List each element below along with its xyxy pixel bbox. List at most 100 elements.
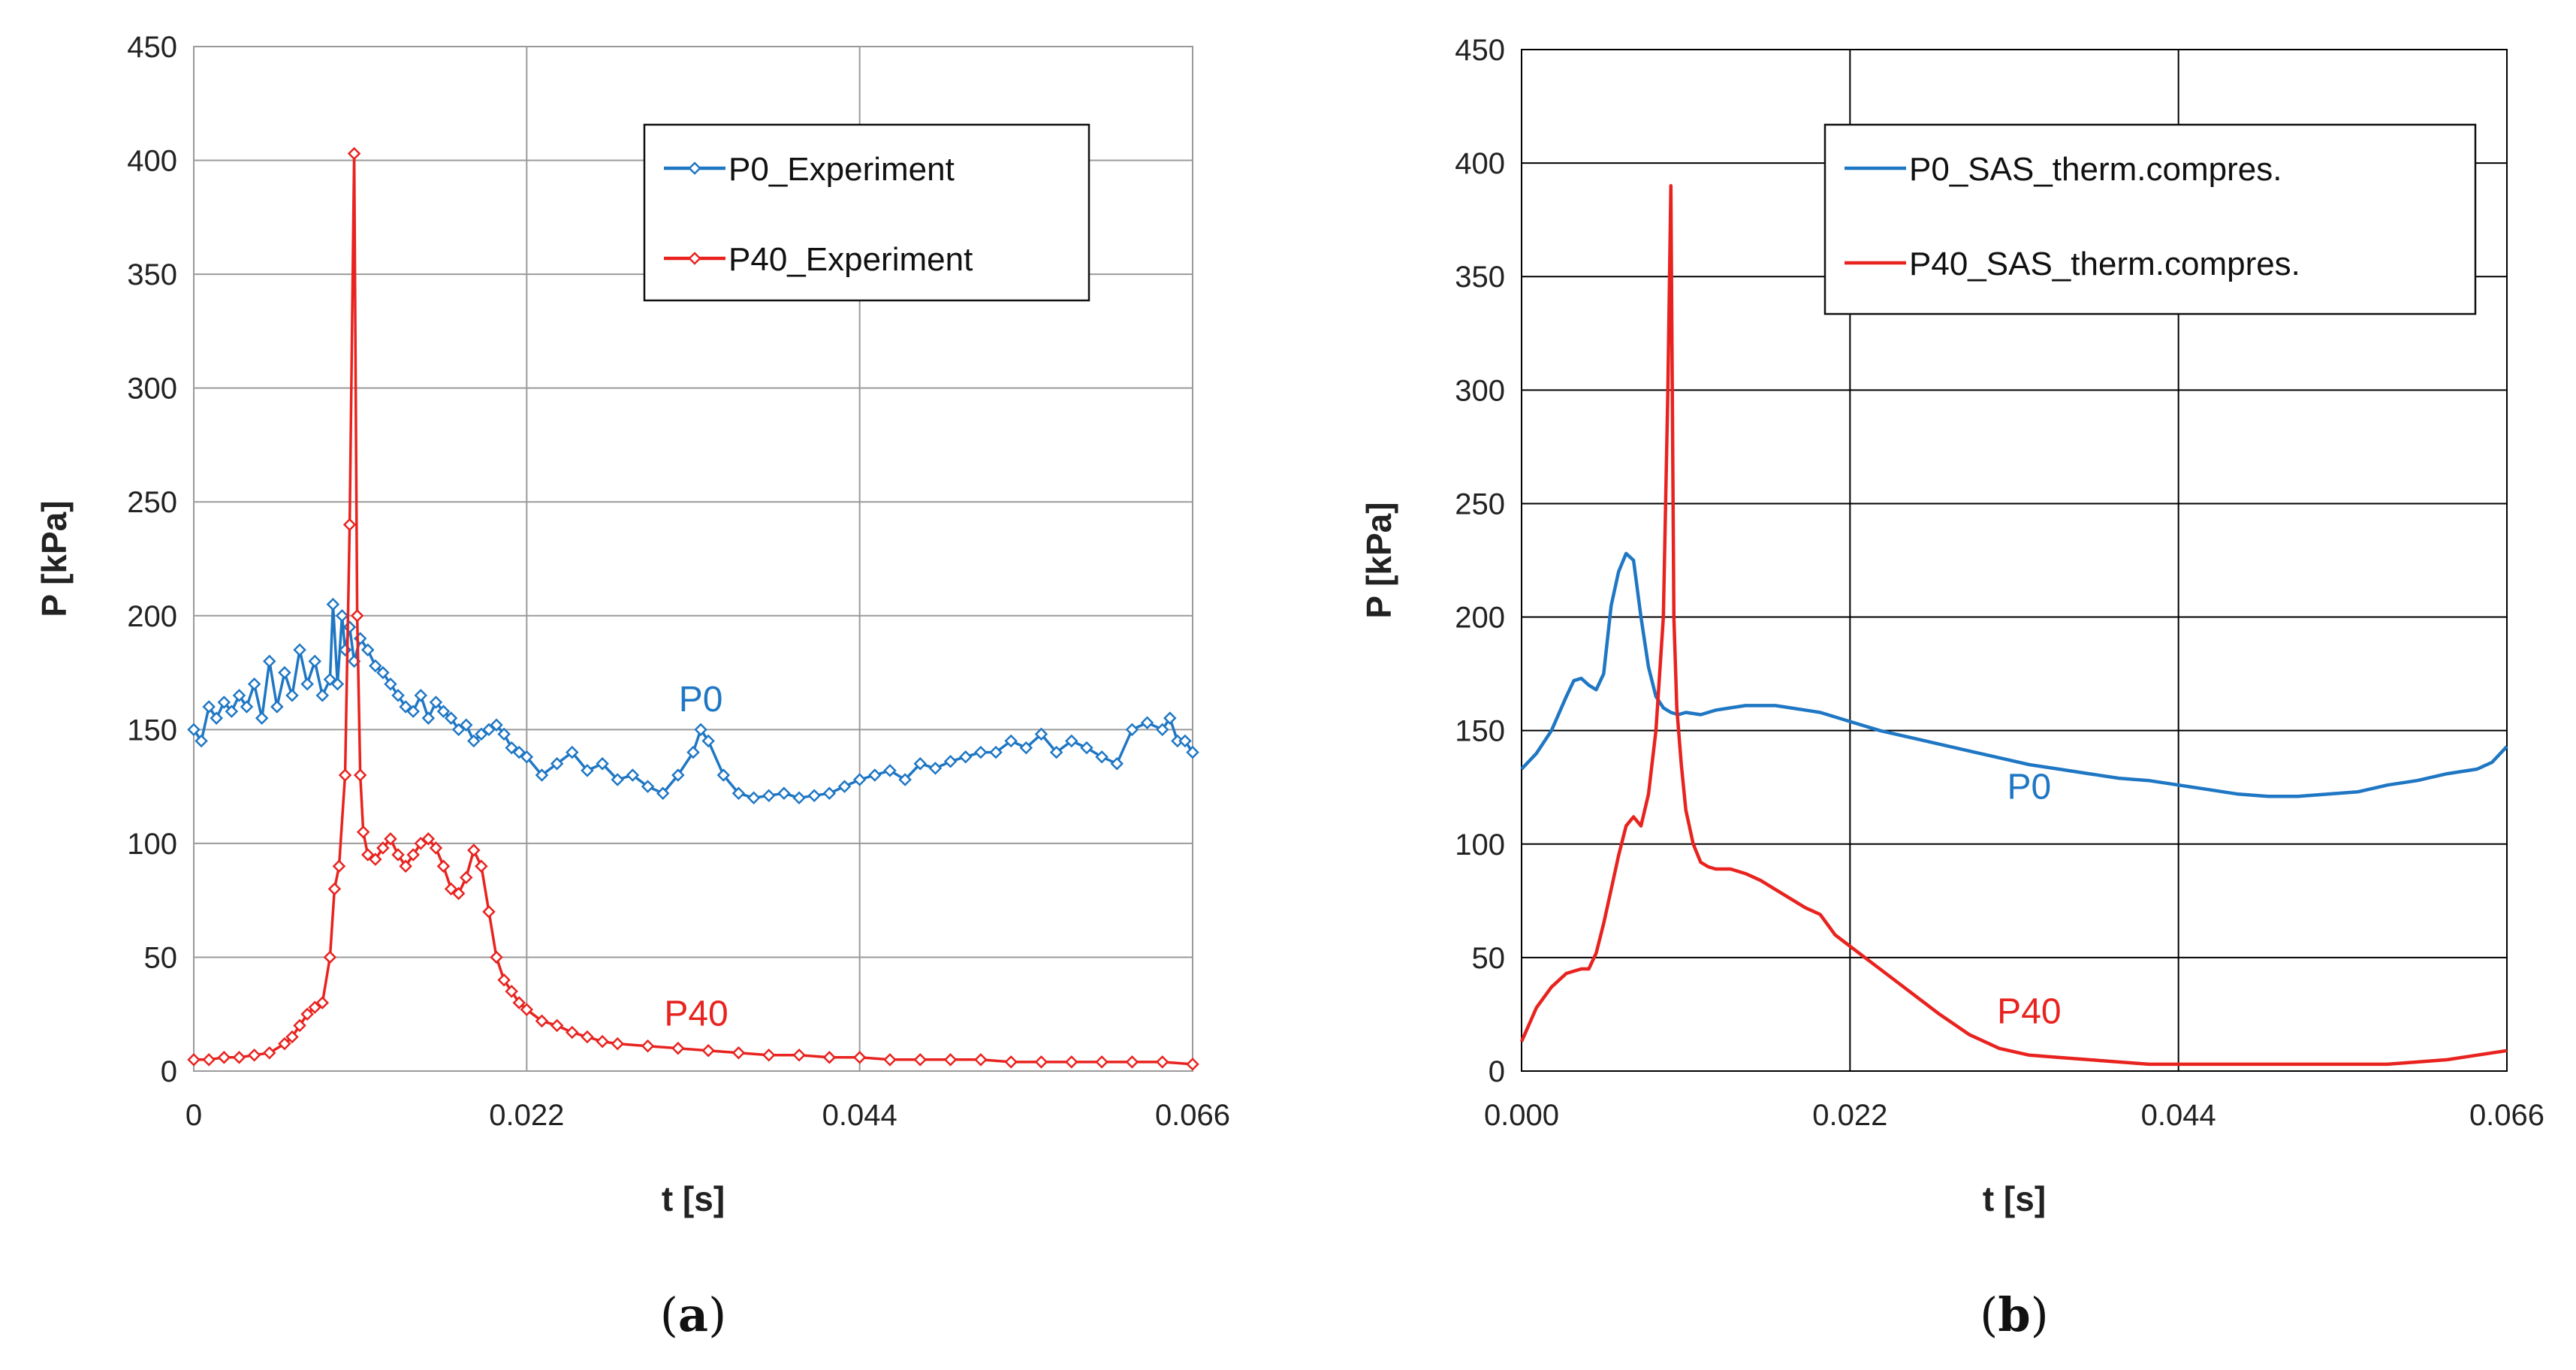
data-point: [792, 791, 806, 805]
x-tick-label: 0.066: [1155, 1099, 1230, 1132]
data-point: [505, 741, 518, 755]
data-point: [323, 950, 337, 964]
data-point: [656, 786, 670, 800]
data-point: [928, 762, 943, 775]
data-point: [459, 718, 473, 732]
data-point: [247, 677, 261, 691]
data-point: [187, 723, 201, 737]
data-point: [792, 1049, 806, 1062]
legend-label: P40_SAS_therm.compres.: [1909, 246, 2300, 282]
data-point: [217, 1051, 231, 1064]
data-point: [467, 734, 481, 748]
panel-label-close-paren: ): [708, 1287, 726, 1342]
data-point: [671, 1041, 685, 1055]
series-annotation: P40: [1997, 992, 2061, 1032]
data-point: [262, 1046, 276, 1060]
data-point: [611, 1037, 625, 1051]
data-point: [384, 832, 397, 846]
data-point: [497, 727, 511, 741]
x-tick-label: 0.022: [1812, 1099, 1887, 1132]
data-point: [444, 882, 458, 896]
data-point: [989, 745, 1003, 759]
data-point: [974, 745, 988, 759]
data-point: [943, 755, 958, 768]
plot-border: [1521, 49, 2508, 1072]
data-point: [1004, 1055, 1018, 1069]
data-point: [330, 677, 345, 691]
y-tick-label: 0: [1489, 1055, 1505, 1088]
series-annotation: P0: [2007, 767, 2052, 807]
data-point: [342, 518, 357, 532]
data-point: [285, 1030, 299, 1044]
data-point: [376, 841, 390, 855]
data-point: [898, 773, 912, 786]
data-point: [497, 973, 511, 987]
panel-label-letter: a: [678, 1287, 708, 1342]
data-point: [807, 789, 821, 803]
data-point: [414, 837, 428, 850]
data-point: [335, 609, 349, 623]
panel-label-open-paren: (: [1980, 1287, 1998, 1342]
data-point: [202, 1053, 216, 1067]
data-point: [671, 768, 685, 782]
data-point: [360, 848, 375, 862]
data-point: [429, 841, 443, 855]
y-tick-label: 0: [161, 1055, 177, 1088]
y-tick-label: 100: [127, 828, 177, 861]
data-point: [762, 1049, 776, 1062]
data-point: [376, 665, 390, 680]
data-point: [852, 773, 867, 786]
data-point: [1125, 723, 1139, 737]
data-point: [429, 696, 443, 709]
data-point: [414, 689, 428, 702]
panel-label: (a): [660, 1287, 727, 1342]
data-point: [232, 689, 246, 702]
data-point: [1034, 727, 1048, 741]
data-point: [581, 1030, 594, 1044]
data-point: [566, 1025, 579, 1040]
panel-b-chart: 0 50 100 150 200 250 300 350 400 450 0.000 0.022 0.0…: [1359, 34, 2544, 1342]
data-point: [300, 1007, 314, 1021]
data-point: [315, 689, 330, 702]
series-line-p40-sas-therm-compres-: [1519, 184, 2508, 1067]
data-point: [1163, 711, 1177, 725]
data-point: [202, 700, 216, 714]
data-point: [195, 734, 208, 748]
legend-label: P40_Experiment: [728, 241, 973, 278]
plot-border: [193, 46, 1193, 1072]
data-point: [974, 1053, 988, 1067]
data-point: [731, 1046, 746, 1060]
data-point: [777, 786, 791, 800]
data-point: [326, 597, 340, 611]
data-point: [270, 700, 284, 714]
x-tick-label: 0.000: [1484, 1099, 1559, 1132]
data-point: [868, 768, 882, 782]
data-point: [406, 848, 420, 862]
data-point: [694, 723, 707, 737]
data-point: [293, 643, 306, 657]
data-point: [1095, 750, 1109, 764]
data-point: [444, 711, 458, 725]
data-point: [300, 677, 314, 691]
legend-marker: [688, 161, 701, 175]
data-point: [399, 700, 412, 714]
y-axis-title: P [kPa]: [35, 500, 74, 617]
y-tick-label: 100: [1455, 828, 1505, 862]
data-point: [240, 700, 254, 714]
data-point: [852, 1051, 867, 1064]
data-point: [581, 764, 594, 777]
data-point: [520, 750, 534, 764]
x-axis-title: t [s]: [1983, 1179, 2046, 1218]
y-tick-label: 50: [1472, 942, 1506, 975]
y-tick-label: 50: [144, 941, 178, 974]
data-point: [262, 654, 276, 668]
data-point: [1155, 723, 1169, 737]
data-point: [421, 711, 436, 725]
data-point: [535, 768, 549, 782]
data-point: [641, 780, 655, 793]
data-point: [436, 859, 451, 873]
y-tick-label: 400: [1455, 147, 1505, 180]
data-point: [1019, 741, 1033, 755]
data-point: [327, 882, 342, 896]
